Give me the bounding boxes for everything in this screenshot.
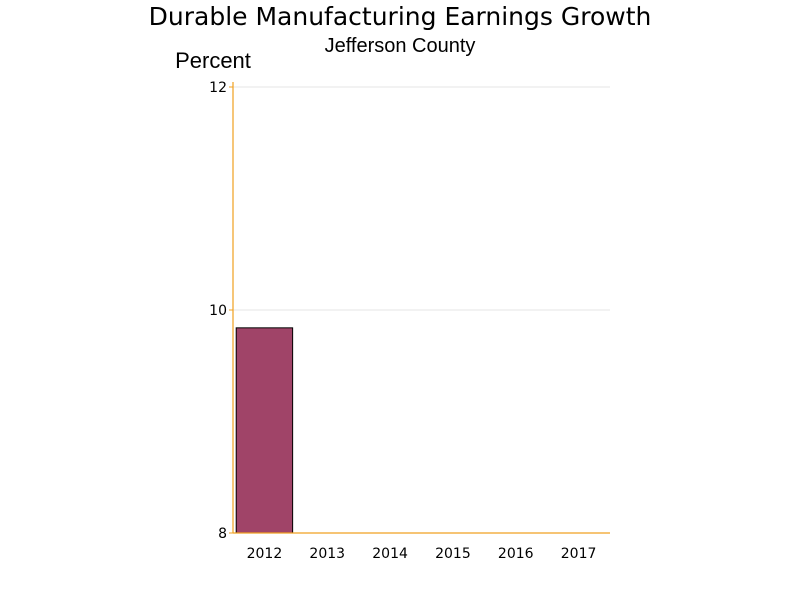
chart-title: Durable Manufacturing Earnings Growth (149, 2, 652, 31)
y-axis-label: Percent (175, 48, 251, 73)
x-tick-label: 2017 (561, 546, 597, 562)
chart-subtitle: Jefferson County (325, 35, 476, 57)
axes (229, 82, 610, 534)
x-tick-label: 2015 (435, 546, 471, 562)
y-tick-labels: 8 10 12 (209, 80, 227, 542)
x-tick-labels: 2012 2013 2014 2015 2016 2017 (247, 546, 597, 562)
bars (235, 327, 294, 534)
gridlines (233, 86, 610, 311)
x-tick-label: 2016 (498, 546, 534, 562)
x-tick-label: 2014 (372, 546, 408, 562)
y-tick-label: 12 (209, 80, 227, 96)
y-tick-label: 8 (218, 526, 227, 542)
y-tick-label: 10 (209, 303, 227, 319)
x-tick-label: 2013 (309, 546, 345, 562)
bar-2012 (235, 327, 294, 534)
x-tick-label: 2012 (247, 546, 283, 562)
